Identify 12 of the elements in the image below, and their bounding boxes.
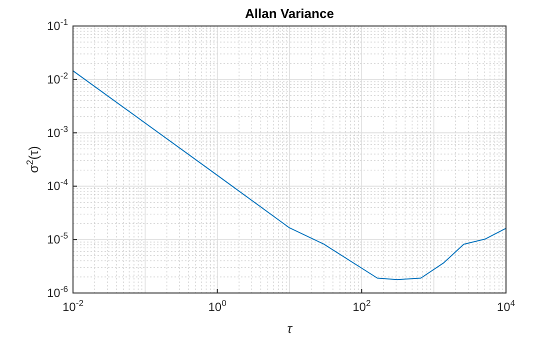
y-tick-label: 10$^{-6}$ <box>46 284 68 300</box>
chart-title: Allan Variance <box>245 6 334 21</box>
x-tick-label: 10$^{0}$ <box>208 298 227 314</box>
y-tick-label: 10$^{-2}$ <box>46 70 68 86</box>
y-tick-label: 10$^{-3}$ <box>46 124 68 140</box>
x-tick-label: 10$^{4}$ <box>496 298 516 314</box>
y-tick-label: 10$^{-1}$ <box>46 17 68 33</box>
x-axis-title: τ <box>287 321 294 336</box>
y-tick-label: 10$^{-5}$ <box>46 230 68 247</box>
x-tick-label: 10$^{2}$ <box>352 298 371 314</box>
x-tick-label: 10$^{-2}$ <box>62 298 84 314</box>
y-tick-label: 10$^{-4}$ <box>46 177 68 194</box>
